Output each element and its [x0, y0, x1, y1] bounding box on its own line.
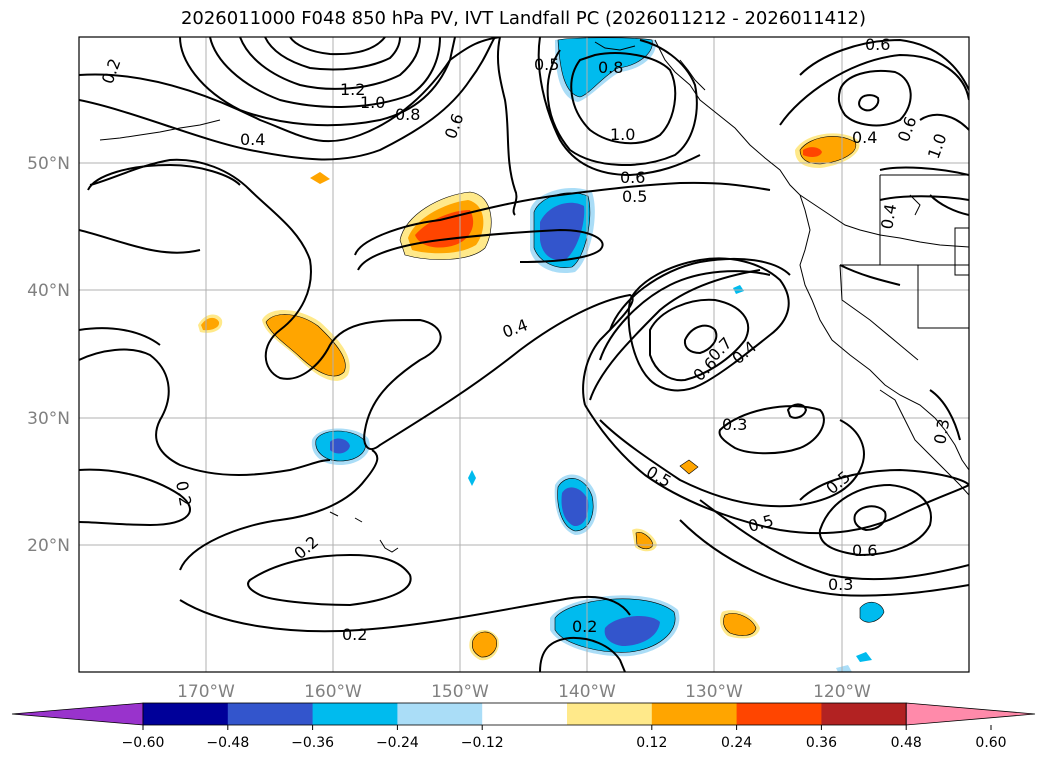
contour-label: 0.8	[598, 58, 623, 77]
colorbar-segment	[312, 703, 398, 725]
lon-tick-label: 150°W	[431, 682, 489, 702]
colorbar-segment	[567, 703, 653, 725]
colorbar: −0.60 −0.48 −0.36 −0.24 −0.12 0.12 0.24 0.36 0.4…	[11, 702, 1036, 751]
colorbar-tick-label: 0.24	[721, 735, 752, 751]
contour-label: 0.8	[395, 105, 420, 124]
colorbar-tick-label: 0.60	[975, 735, 1006, 751]
colorbar-segment	[482, 703, 568, 725]
colorbar-segment	[821, 703, 907, 725]
contour-label: 0.3	[828, 575, 853, 594]
contour-label: 0.6	[852, 541, 877, 560]
colorbar-segment	[651, 703, 738, 725]
colorbar-frame	[142, 702, 907, 726]
contour-label: 0.3	[930, 417, 953, 445]
colorbar-extend-high	[905, 702, 1036, 726]
colorbar-segment	[143, 703, 229, 725]
contour-label: 0.6	[865, 35, 890, 54]
contour-lines	[79, 37, 969, 672]
lat-tick-label: 50°N	[27, 154, 70, 174]
contour-label: 0.2	[342, 625, 367, 644]
colorbar-tick-label: −0.12	[461, 735, 504, 751]
colorbar-tick-label: −0.24	[376, 735, 419, 751]
map-frame	[78, 36, 970, 673]
contour-label: 0.4	[877, 202, 900, 230]
colorbar-tick-label: 0.36	[806, 735, 837, 751]
contour-label: 0.2	[172, 479, 195, 507]
colorbar-segment	[397, 703, 483, 725]
colorbar-segment	[736, 703, 822, 725]
contour-label: 0.5	[534, 55, 559, 74]
coastlines	[99, 39, 969, 553]
colorbar-tick-label: −0.60	[122, 735, 165, 751]
lon-tick-label: 140°W	[558, 682, 616, 702]
colorbar-segment	[227, 703, 314, 725]
contour-label: 0.4	[240, 130, 265, 149]
contour-labels: 0.2 1.2 1.0 0.8 0.6 0.4 0.5 0.8 1.0 0.6 …	[98, 35, 953, 644]
lat-tick-label: 30°N	[27, 409, 70, 429]
contour-label: 1.0	[360, 93, 385, 112]
lat-tick-label: 40°N	[27, 281, 70, 301]
latitude-labels: 50°N 40°N 30°N 20°N	[27, 154, 70, 556]
gridlines	[79, 37, 969, 672]
contour-label: 0.3	[722, 415, 747, 434]
longitude-labels: 170°W 160°W 150°W 140°W 130°W 120°W	[177, 682, 871, 702]
contour-label: 0.2	[572, 617, 597, 636]
contour-label: 0.4	[852, 128, 877, 147]
contour-label: 0.5	[622, 187, 647, 206]
colorbar-tick-label: 0.48	[891, 735, 922, 751]
lon-tick-label: 170°W	[177, 682, 235, 702]
lon-tick-label: 130°W	[685, 682, 743, 702]
lat-tick-label: 20°N	[27, 536, 70, 556]
colorbar-tick-label: 0.12	[636, 735, 667, 751]
lon-tick-label: 160°W	[304, 682, 362, 702]
colorbar-tick-label: −0.36	[291, 735, 334, 751]
contour-label: 1.0	[610, 125, 635, 144]
lon-tick-label: 120°W	[813, 682, 871, 702]
map-plot: 0.2 1.2 1.0 0.8 0.6 0.4 0.5 0.8 1.0 0.6 …	[79, 35, 969, 672]
contour-label: 1.2	[340, 80, 365, 99]
contour-label: 0.6	[620, 168, 645, 187]
colorbar-extend-low	[11, 702, 144, 726]
map-title: 2026011000 F048 850 hPa PV, IVT Landfall…	[180, 8, 867, 29]
colorbar-tick-label: −0.48	[206, 735, 249, 751]
